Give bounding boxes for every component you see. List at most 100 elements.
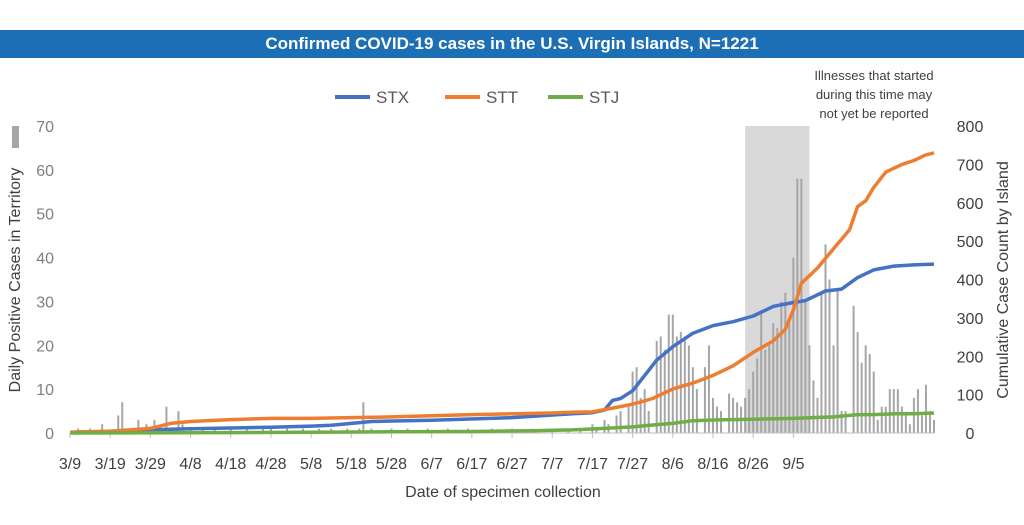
x-tick-label: 8/16 xyxy=(697,456,728,473)
daily-bar xyxy=(201,428,204,433)
daily-bar xyxy=(784,292,787,433)
annotation-line-1: Illnesses that started xyxy=(814,68,933,83)
x-tick-label: 8/6 xyxy=(662,456,684,473)
daily-bar xyxy=(647,411,650,433)
daily-bar xyxy=(840,411,843,433)
series-line-stj xyxy=(69,411,935,435)
daily-bar xyxy=(691,367,694,433)
daily-bars xyxy=(77,178,935,433)
annotation-line-2: during this time may xyxy=(816,87,933,102)
daily-bar xyxy=(635,367,638,433)
annotation-line-3: not yet be reported xyxy=(819,106,928,121)
x-tick-label: 4/8 xyxy=(179,456,201,473)
daily-bar xyxy=(900,406,903,433)
daily-bar xyxy=(619,411,622,433)
x-tick-label: 6/27 xyxy=(496,456,527,473)
daily-bar xyxy=(884,406,887,433)
daily-bar xyxy=(639,397,642,433)
daily-bar xyxy=(687,345,690,433)
daily-bar xyxy=(780,301,783,433)
daily-bar xyxy=(864,345,867,433)
daily-bar xyxy=(904,415,907,433)
daily-bar xyxy=(768,345,771,433)
y-right-tick-label: 800 xyxy=(957,119,984,136)
daily-bar xyxy=(728,393,731,433)
daily-bar xyxy=(920,415,923,433)
x-tick-label: 6/7 xyxy=(421,456,443,473)
y-left-tick-label: 10 xyxy=(36,382,54,399)
y-axis-right-label: Cumulative Case Count by Island xyxy=(995,161,1012,398)
daily-bar xyxy=(615,415,618,433)
daily-bar xyxy=(229,428,232,433)
daily-bar xyxy=(868,354,871,433)
daily-bar xyxy=(695,389,698,433)
daily-bar xyxy=(856,332,859,433)
annotation: Illnesses that started during this time … xyxy=(814,68,933,121)
series-line-stt xyxy=(69,151,935,434)
x-tick-label: 6/17 xyxy=(456,456,487,473)
daily-bar xyxy=(776,327,779,433)
y-left-tick-label: 70 xyxy=(36,119,54,136)
daily-bar xyxy=(820,292,823,433)
daily-bar xyxy=(844,411,847,433)
daily-bar xyxy=(808,345,811,433)
y-right-tick-label: 400 xyxy=(957,273,984,290)
daily-bar xyxy=(792,257,795,433)
legend: STX STT STJ xyxy=(335,88,619,107)
daily-bar xyxy=(655,340,658,433)
daily-bar xyxy=(828,279,831,433)
daily-bar xyxy=(788,323,791,433)
legend-label-stt: STT xyxy=(486,88,518,107)
daily-bar xyxy=(880,406,883,433)
y-left-tick-label: 20 xyxy=(36,338,54,355)
daily-bar xyxy=(752,371,755,433)
daily-bar xyxy=(804,301,807,433)
daily-bar xyxy=(924,384,927,433)
chart-title: Confirmed COVID-19 cases in the U.S. Vir… xyxy=(0,30,1024,58)
left-legend-bar-swatch xyxy=(12,126,19,148)
x-tick-label: 3/9 xyxy=(59,456,81,473)
y-right-tick-label: 600 xyxy=(957,196,984,213)
daily-bar xyxy=(213,428,216,433)
daily-bar xyxy=(892,389,895,433)
daily-bar xyxy=(772,323,775,433)
y-left-tick-label: 40 xyxy=(36,251,54,268)
x-tick-label: 4/18 xyxy=(215,456,246,473)
daily-bar xyxy=(595,428,598,433)
y-right-tick-label: 500 xyxy=(957,234,984,251)
x-tick-label: 5/8 xyxy=(300,456,322,473)
y-left-tick-label: 30 xyxy=(36,294,54,311)
daily-bar xyxy=(816,397,819,433)
daily-bar xyxy=(876,419,879,433)
daily-bar xyxy=(756,358,759,433)
daily-bar xyxy=(732,397,735,433)
x-axis-label: Date of specimen collection xyxy=(405,484,601,501)
y-left-tick-label: 0 xyxy=(45,426,54,443)
daily-bar xyxy=(675,336,678,433)
daily-bar xyxy=(720,411,723,433)
daily-bar xyxy=(703,367,706,433)
daily-bar xyxy=(671,314,674,433)
x-tick-label: 7/7 xyxy=(541,456,563,473)
y-right-tick-label: 200 xyxy=(957,349,984,366)
daily-bar xyxy=(872,371,875,433)
daily-bar xyxy=(852,305,855,433)
daily-bar xyxy=(117,415,120,433)
x-tick-label: 8/26 xyxy=(738,456,769,473)
daily-bar xyxy=(101,424,104,433)
x-tick-label: 4/28 xyxy=(255,456,286,473)
daily-bar xyxy=(603,419,606,433)
y-right-tick-label: 700 xyxy=(957,157,984,174)
daily-bar xyxy=(933,419,935,433)
x-tick-label: 3/29 xyxy=(135,456,166,473)
x-tick-label: 3/19 xyxy=(95,456,126,473)
daily-bar xyxy=(896,389,899,433)
daily-bar xyxy=(796,178,799,433)
x-tick-label: 5/18 xyxy=(336,456,367,473)
daily-bar xyxy=(679,332,682,433)
x-tick-label: 7/27 xyxy=(617,456,648,473)
y-left-tick-label: 60 xyxy=(36,163,54,180)
y-axis-left-label: Daily Positive Cases in Territory xyxy=(7,168,24,393)
daily-bar xyxy=(707,345,710,433)
